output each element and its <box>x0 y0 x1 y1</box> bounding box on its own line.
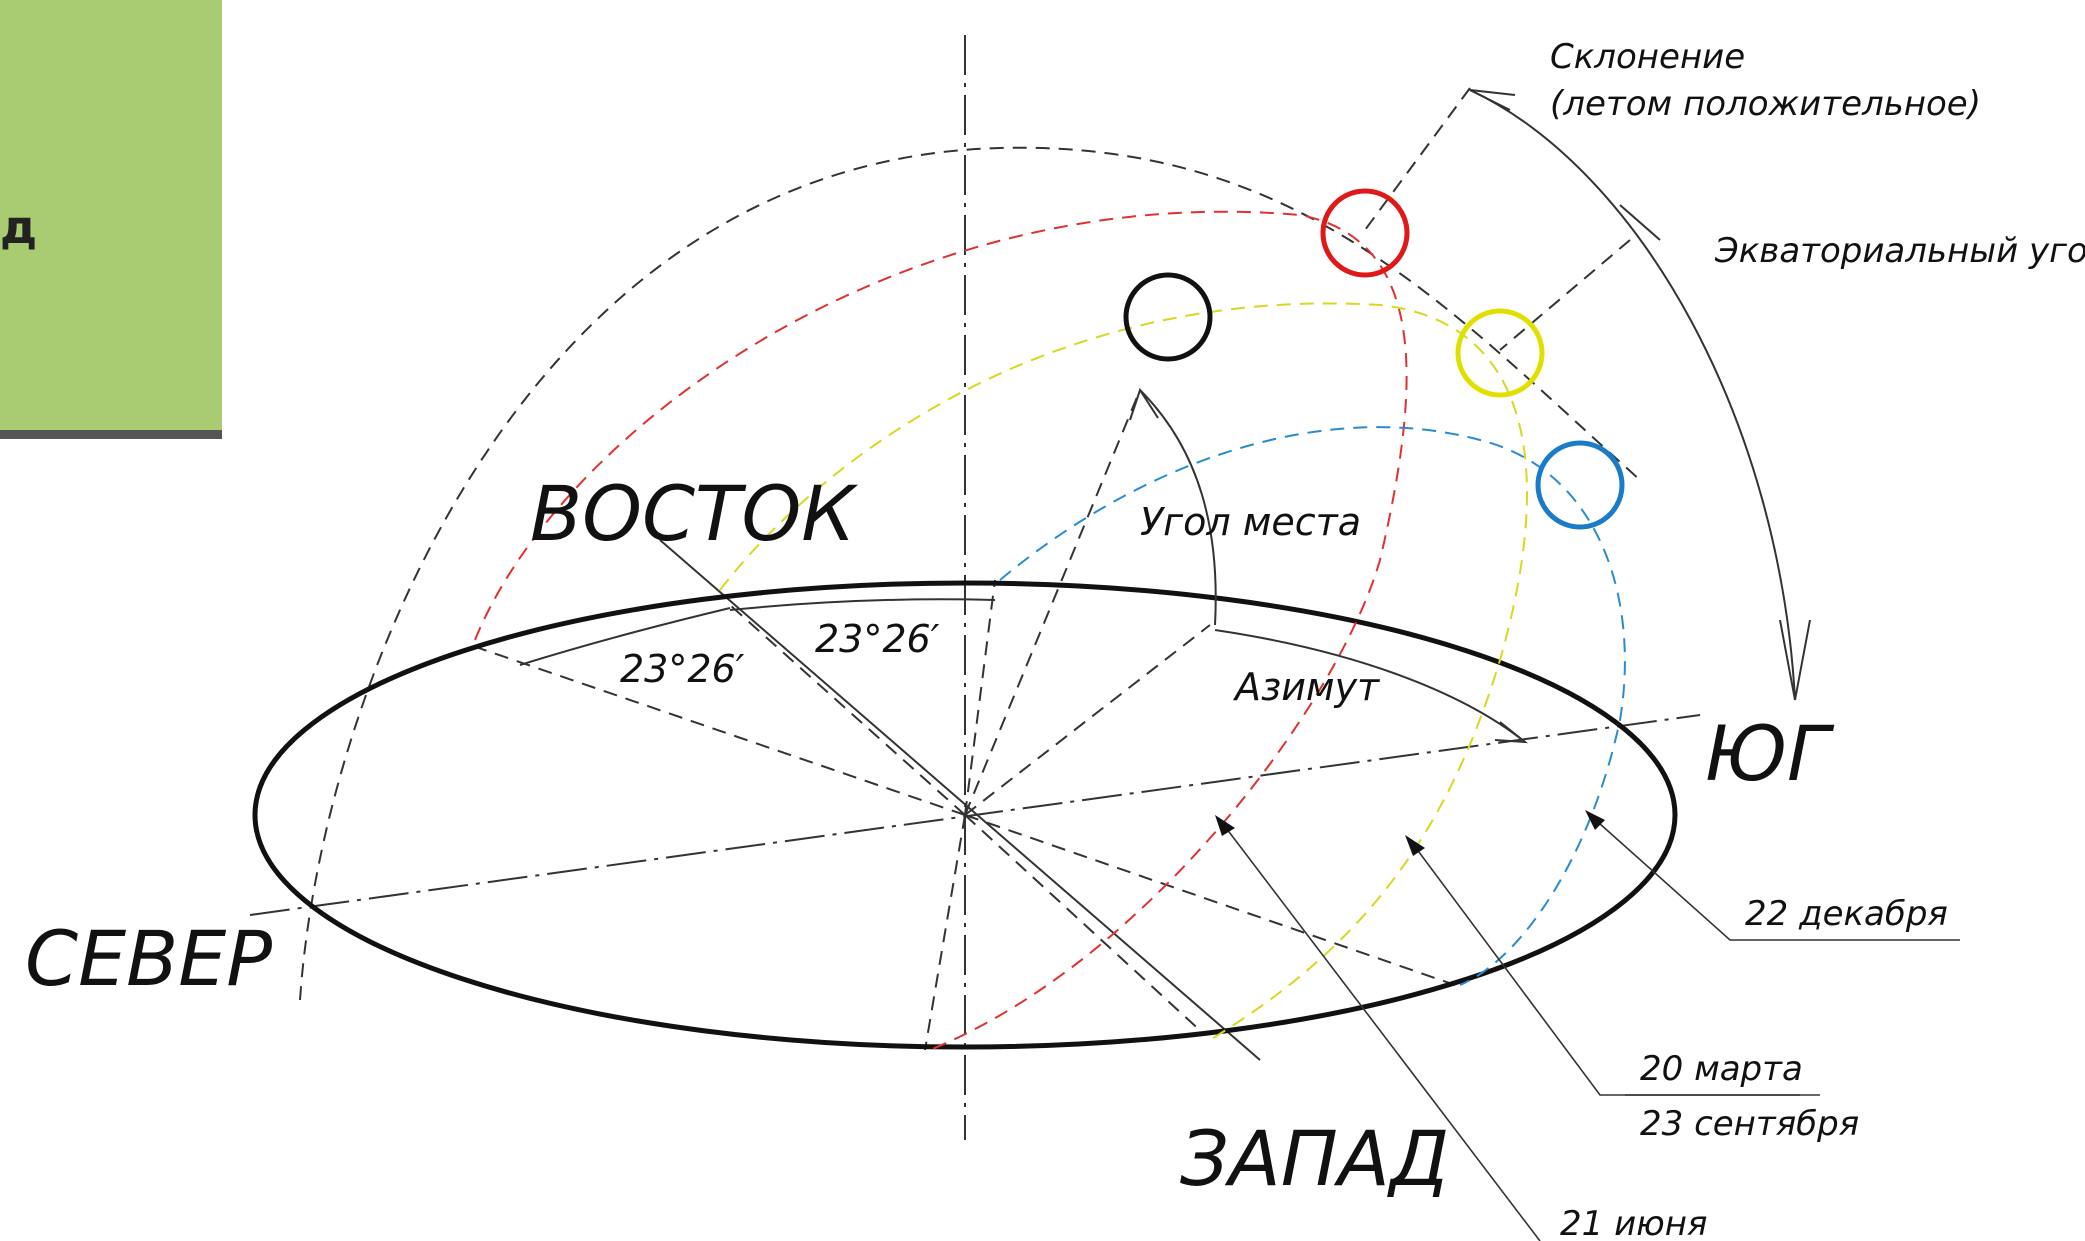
declination-guides <box>1364 87 1631 351</box>
label-equatorial-angle: Экваториальный угол <box>1714 231 2085 271</box>
summer-sun-path <box>474 210 1408 1051</box>
tilt-arc-b <box>729 598 996 611</box>
celestial-dome-arc <box>299 146 1641 1001</box>
label-date-equinox-spring: 20 марта <box>1640 1049 1803 1089</box>
label-azimuth: Азимут <box>1232 665 1381 709</box>
azimuth-arrowhead <box>1494 721 1529 744</box>
horizon-ellipse <box>252 580 1678 1050</box>
declination-arc <box>1469 89 1796 701</box>
equinox-sun-marker <box>1455 308 1545 398</box>
label-west: ЗАПАД <box>1180 1114 1449 1203</box>
winter-sun-marker <box>1535 440 1625 530</box>
elevation-arc <box>1139 389 1217 626</box>
declination-tick <box>1619 204 1661 241</box>
declination-arrowhead-top <box>1469 89 1516 111</box>
tilt-arc-a <box>519 607 731 666</box>
noon-sun-marker <box>1320 188 1410 278</box>
azimuth-arc <box>1214 629 1526 743</box>
label-east: ВОСТОК <box>530 469 858 558</box>
current-sun-marker <box>1123 272 1213 362</box>
label-date-summer: 21 июня <box>1560 1204 1707 1241</box>
label-date-winter: 22 декабря <box>1745 894 1948 934</box>
winter-sun-path <box>999 426 1626 986</box>
side-panel-letter: д <box>0 200 38 254</box>
radial-lines <box>469 389 1456 1051</box>
side-panel: д <box>0 0 222 439</box>
declination-arrowhead <box>1779 619 1811 701</box>
elevation-arrowhead <box>1129 387 1159 421</box>
label-tilt-b: 23°26′ <box>815 617 940 661</box>
label-south: ЮГ <box>1705 709 1835 798</box>
label-declination: Склонение <box>1550 37 1745 77</box>
east-west-axis <box>659 539 1261 1061</box>
north-south-axis <box>249 714 1701 916</box>
label-north: СЕВЕР <box>25 914 272 1003</box>
equinox-sun-path <box>719 302 1528 1041</box>
label-tilt-a: 23°26′ <box>620 647 745 691</box>
label-date-equinox-autumn: 23 сентября <box>1640 1104 1859 1144</box>
date-leader-arrows <box>1215 810 1605 856</box>
label-elevation: Угол места <box>1140 500 1361 544</box>
label-declination-note: (летом положительное) <box>1550 84 1981 124</box>
